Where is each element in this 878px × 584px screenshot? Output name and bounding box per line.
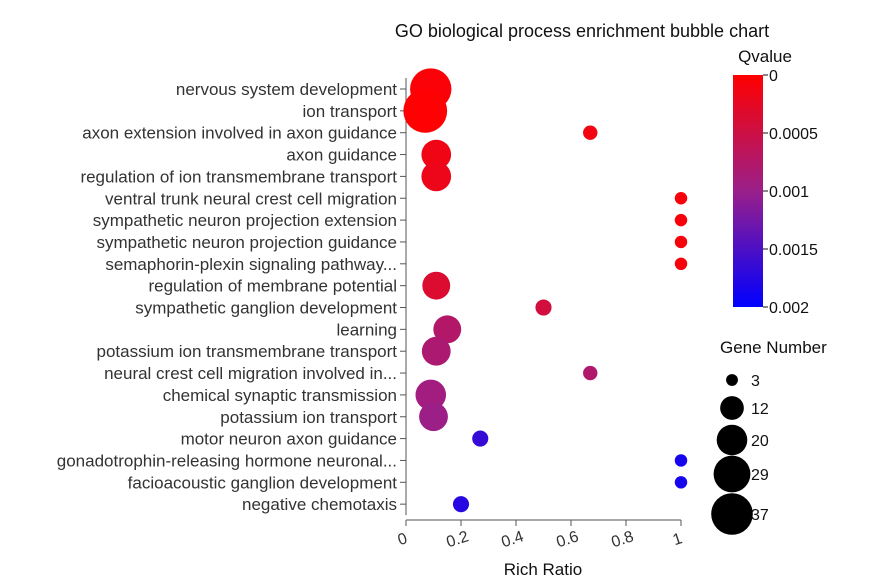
bubble bbox=[674, 257, 688, 271]
gene-number-legend-title: Gene Number bbox=[720, 338, 827, 357]
bubble bbox=[421, 161, 452, 192]
y-tick-label: neural crest cell migration involved in.… bbox=[104, 364, 397, 383]
colorbar-tick-label: 0.002 bbox=[769, 300, 809, 317]
bubble bbox=[674, 192, 688, 205]
bubble bbox=[452, 496, 470, 513]
size-legend-label: 12 bbox=[751, 401, 769, 418]
bubble bbox=[674, 476, 688, 489]
bubble bbox=[421, 139, 452, 170]
y-tick-label: potassium ion transport bbox=[220, 408, 397, 427]
x-tick-label: 0.4 bbox=[499, 528, 526, 551]
y-tick-label: gonadotrophin-releasing hormone neuronal… bbox=[57, 451, 397, 470]
bubble bbox=[674, 213, 688, 227]
x-tick-label: 0 bbox=[396, 530, 410, 549]
size-legend-label: 37 bbox=[751, 507, 769, 524]
y-tick-label: nervous system development bbox=[176, 80, 397, 99]
bubble bbox=[674, 454, 688, 467]
size-legend-bubble bbox=[720, 396, 744, 420]
bubble bbox=[415, 379, 447, 411]
y-tick-label: negative chemotaxis bbox=[242, 495, 397, 514]
y-tick-label: axon guidance bbox=[286, 146, 397, 165]
bubble bbox=[472, 430, 489, 447]
colorbar-tick-label: 0.001 bbox=[769, 184, 809, 201]
size-legend-bubble bbox=[711, 493, 753, 535]
qvalue-legend: Qvalue 0 0.0005 0.001 0.0015 0.002 bbox=[733, 47, 818, 317]
x-tick-label: 1 bbox=[671, 530, 685, 549]
colorbar-tick-label: 0.0015 bbox=[769, 242, 818, 259]
x-tick-label: 0.2 bbox=[444, 528, 471, 551]
size-legend-bubble bbox=[713, 455, 751, 493]
plot-area: nervous system development ion transport a… bbox=[57, 68, 688, 551]
bubble bbox=[674, 235, 688, 249]
y-tick-label: ion transport bbox=[303, 102, 398, 121]
y-tick-label: motor neuron axon guidance bbox=[181, 430, 397, 449]
size-legend-label: 29 bbox=[751, 467, 769, 484]
y-tick-label: ventral trunk neural crest cell migratio… bbox=[105, 189, 397, 208]
size-legend-label: 3 bbox=[751, 373, 760, 390]
bubble bbox=[583, 125, 598, 140]
x-tick-label: 0.6 bbox=[554, 528, 581, 551]
bubble bbox=[422, 271, 451, 300]
size-legend-bubble bbox=[726, 374, 738, 386]
qvalue-colorbar bbox=[733, 75, 763, 307]
y-tick-label: chemical synaptic transmission bbox=[163, 386, 397, 405]
chart-title: GO biological process enrichment bubble … bbox=[395, 21, 769, 41]
y-tick-label: sympathetic neuron projection extension bbox=[93, 211, 397, 230]
y-tick-label: sympathetic neuron projection guidance bbox=[96, 233, 397, 252]
bubble bbox=[535, 299, 552, 316]
size-legend-label: 20 bbox=[751, 433, 769, 450]
x-tick-label: 0.8 bbox=[609, 528, 636, 551]
y-tick-label: regulation of ion transmembrane transpor… bbox=[80, 167, 397, 186]
bubble bbox=[433, 315, 462, 344]
y-tick-label: regulation of membrane potential bbox=[148, 277, 397, 296]
y-tick-label: facioacoustic ganglion development bbox=[128, 473, 398, 492]
colorbar-tick-label: 0 bbox=[769, 68, 778, 85]
qvalue-legend-title: Qvalue bbox=[738, 47, 792, 66]
bubble bbox=[421, 336, 451, 366]
y-tick-label: sympathetic ganglion development bbox=[135, 299, 397, 318]
y-tick-label: potassium ion transmembrane transport bbox=[97, 342, 398, 361]
bubble bbox=[403, 88, 448, 133]
gene-number-legend: Gene Number 3 12 20 29 37 bbox=[711, 338, 827, 535]
colorbar-tick-label: 0.0005 bbox=[769, 126, 818, 143]
size-legend-bubble bbox=[716, 424, 748, 456]
bubble bbox=[419, 402, 448, 432]
y-tick-label: semaphorin-plexin signaling pathway... bbox=[105, 255, 397, 274]
y-tick-label: axon extension involved in axon guidance bbox=[82, 124, 397, 143]
bubble bbox=[583, 365, 598, 381]
y-tick-label: learning bbox=[337, 320, 398, 339]
x-axis-label: Rich Ratio bbox=[504, 560, 582, 579]
